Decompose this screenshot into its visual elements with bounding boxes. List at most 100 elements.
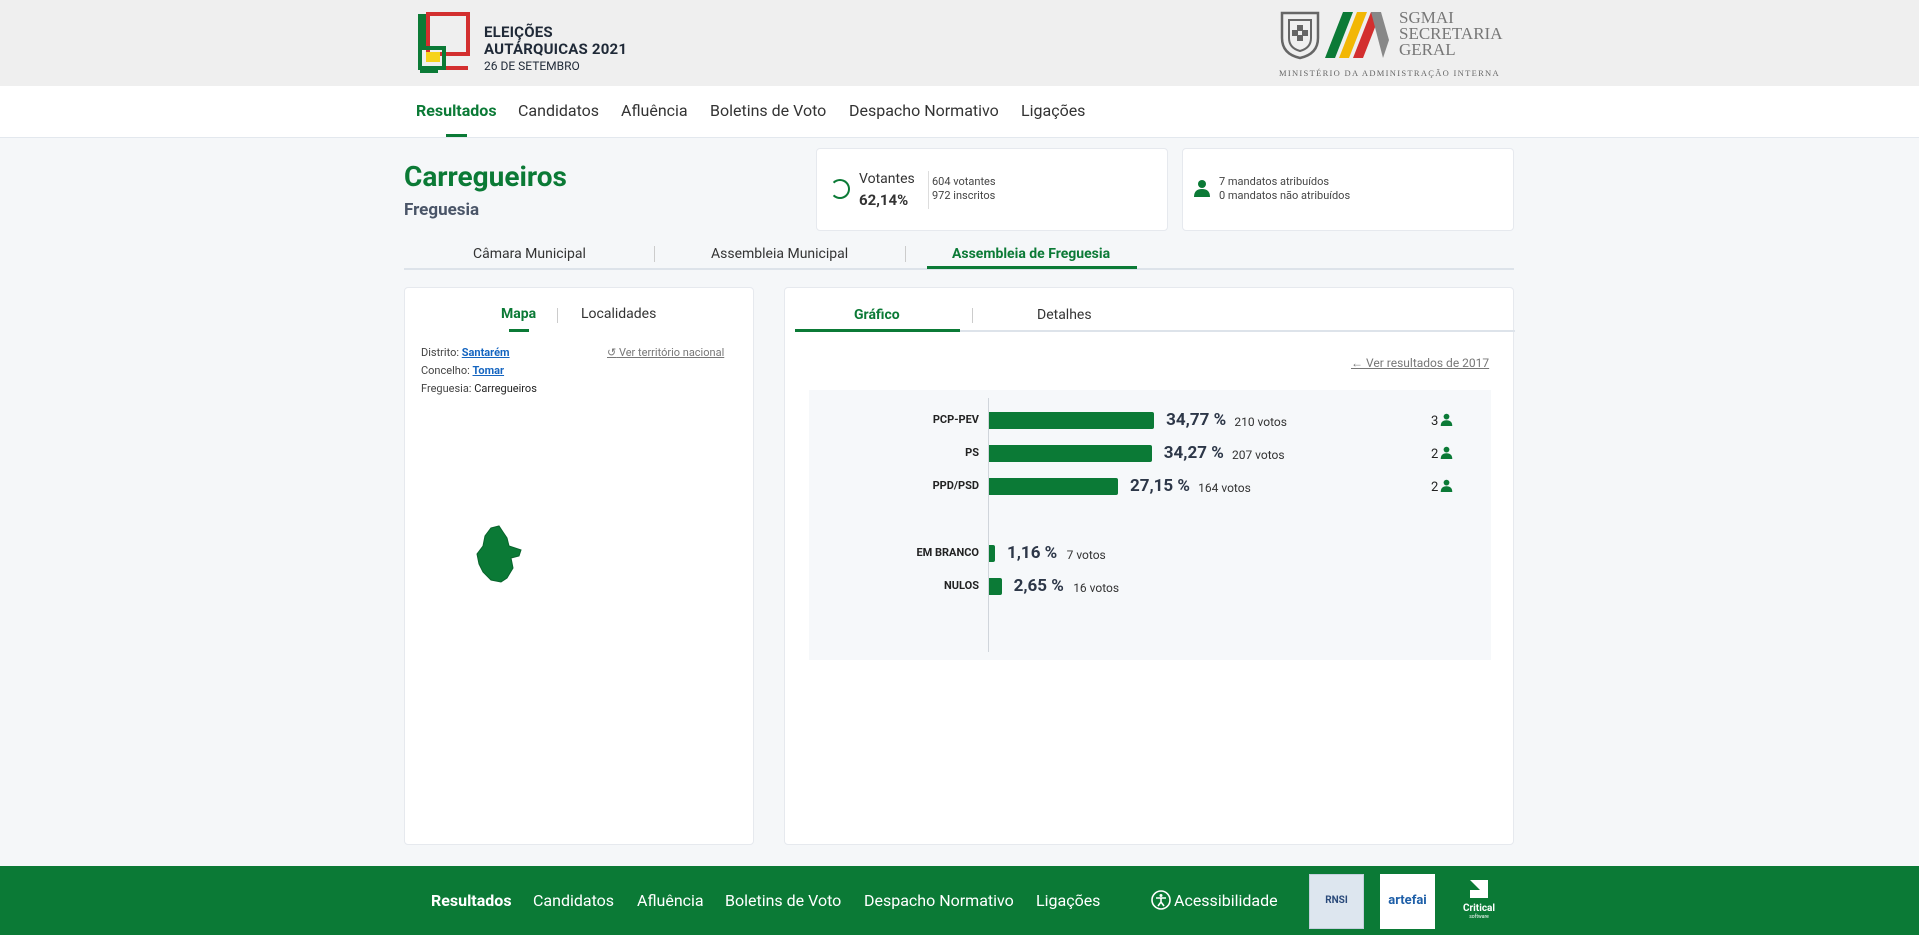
bar-label: EM BRANCO [916, 546, 979, 559]
sgmai-logo[interactable]: SGMAI SECRETARIA GERAL MINISTÉRIO DA ADM… [1279, 8, 1511, 80]
tab-active-indicator [795, 329, 960, 332]
turnout-card: Votantes 62,14% 604 votantes 972 inscrit… [816, 148, 1168, 231]
nav-boletins[interactable]: Boletins de Voto [710, 101, 827, 120]
freguesia-label: Freguesia: [421, 382, 472, 395]
national-territory-label: Ver território nacional [618, 346, 725, 359]
nav-active-indicator [446, 134, 467, 137]
critical-sub-text: software [1469, 914, 1489, 920]
bar-votes: 210 votos [1234, 415, 1287, 429]
footer-nav-afluencia[interactable]: Afluência [637, 891, 704, 910]
mandates-number: 2 [1431, 480, 1439, 495]
mandates-assigned: 7 mandatos atribuídos [1219, 175, 1330, 188]
distrito-row: Distrito: Santarém [421, 346, 510, 359]
tab-separator [654, 246, 655, 262]
bar-percentage: 27,15 % [1129, 476, 1190, 496]
tab-detalhes[interactable]: Detalhes [1037, 307, 1092, 323]
header: ELEIÇÕES AUTÁRQUICAS 2021 26 DE SETEMBRO… [0, 0, 1919, 86]
critical-logo-icon [1470, 880, 1488, 898]
turnout-ring-icon [830, 179, 850, 199]
chart-axis [988, 398, 989, 652]
accessibility-icon[interactable] [1151, 890, 1171, 910]
person-icon [1441, 413, 1453, 426]
footer-nav-boletins[interactable]: Boletins de Voto [725, 891, 842, 910]
concelho-link[interactable]: Tomar [472, 364, 505, 377]
tab-camara-municipal[interactable]: Câmara Municipal [473, 246, 586, 262]
sgmai-line-1: SGMAI [1399, 8, 1454, 27]
page-title: Carregueiros [404, 160, 567, 193]
turnout-label: Votantes [859, 171, 915, 187]
sgmai-text: SGMAI SECRETARIA GERAL [1399, 8, 1503, 58]
bar-percentage: 1,16 % [1007, 543, 1058, 563]
nav-afluencia[interactable]: Afluência [621, 101, 688, 120]
bar-votes: 16 votos [1073, 581, 1120, 595]
undo-icon: ↺ [607, 346, 617, 359]
concelho-row: Concelho: Tomar [421, 364, 504, 377]
mandates-count: 3 [1431, 413, 1453, 429]
freguesia-value: Carregueiros [474, 382, 537, 395]
bar-label: PS [965, 446, 979, 459]
national-territory-link[interactable]: ↺ Ver território nacional [607, 346, 724, 359]
sgmai-m-icon [1325, 12, 1389, 58]
bar-label: NULOS [944, 579, 979, 592]
artefai-logo[interactable]: artefai [1380, 874, 1435, 929]
results-2017-link[interactable]: ← Ver resultados de 2017 [1351, 356, 1489, 370]
arrow-left-icon: ← [1351, 356, 1363, 370]
critical-software-logo[interactable]: Critical software [1454, 880, 1504, 930]
tab-active-indicator [509, 329, 529, 332]
elections-title: ELEIÇÕES AUTÁRQUICAS 2021 26 DE SETEMBRO [484, 24, 627, 75]
bar[interactable] [989, 478, 1118, 495]
bar-votes: 7 votos [1066, 548, 1106, 562]
elections-logo-icon[interactable] [416, 12, 472, 74]
freguesia-row: Freguesia: Carregueiros [421, 382, 537, 395]
critical-text: Critical [1462, 903, 1496, 914]
turnout-percentage: 62,14% [859, 191, 909, 209]
results-panel: Gráfico Detalhes ← Ver resultados de 201… [784, 287, 1515, 845]
tab-localidades[interactable]: Localidades [581, 306, 657, 322]
bar-label: PPD/PSD [932, 479, 979, 492]
mandates-count: 2 [1431, 479, 1453, 495]
sgmai-line-2: SECRETARIA [1399, 24, 1503, 43]
rnsi-logo[interactable]: RNSI [1309, 874, 1364, 929]
tab-assembleia-municipal[interactable]: Assembleia Municipal [711, 246, 849, 262]
results-2017-label: Ver resultados de 2017 [1365, 356, 1490, 370]
footer-nav-resultados[interactable]: Resultados [431, 891, 512, 910]
rnsi-text: RNSI [1325, 895, 1348, 906]
tab-active-indicator [927, 266, 1137, 269]
mandates-number: 2 [1431, 447, 1439, 462]
bar-votes: 207 votos [1231, 448, 1285, 462]
bar-label: PCP-PEV [932, 413, 979, 426]
tab-assembleia-freguesia[interactable]: Assembleia de Freguesia [952, 246, 1111, 262]
bar[interactable] [989, 412, 1155, 429]
bar-percentage: 34,27 % [1163, 443, 1224, 463]
tab-grafico[interactable]: Gráfico [854, 307, 900, 323]
distrito-label: Distrito: [421, 346, 460, 359]
bar[interactable] [989, 545, 995, 562]
page-subtitle: Freguesia [404, 200, 480, 220]
footer-accessibility[interactable]: Acessibilidade [1174, 891, 1278, 910]
person-icon [1441, 479, 1453, 492]
mandates-unassigned: 0 mandatos não atribuídos [1219, 189, 1351, 202]
nav-ligacoes[interactable]: Ligações [1021, 101, 1086, 120]
footer-nav-ligacoes[interactable]: Ligações [1036, 891, 1101, 910]
nav-despacho[interactable]: Despacho Normativo [849, 101, 999, 120]
bar-percentage: 34,77 % [1166, 410, 1227, 430]
parish-map-shape[interactable] [475, 524, 535, 586]
tab-separator [905, 246, 906, 262]
bar[interactable] [989, 445, 1152, 462]
tab-mapa[interactable]: Mapa [501, 306, 537, 322]
registered-count: 972 inscritos [932, 189, 996, 202]
election-type-tabs: Câmara Municipal Assembleia Municipal As… [404, 238, 1514, 270]
footer-nav-despacho[interactable]: Despacho Normativo [864, 891, 1014, 910]
concelho-label: Concelho: [421, 364, 470, 377]
tab-separator [972, 308, 973, 323]
footer: Resultados Candidatos Afluência Boletins… [0, 866, 1919, 935]
distrito-link[interactable]: Santarém [461, 346, 510, 359]
mandates-count: 2 [1431, 446, 1453, 462]
divider [928, 171, 929, 209]
bar[interactable] [989, 578, 1002, 595]
footer-nav-candidatos[interactable]: Candidatos [533, 891, 615, 910]
nav-resultados[interactable]: Resultados [416, 101, 497, 120]
mandates-number: 3 [1431, 414, 1439, 429]
nav-candidatos[interactable]: Candidatos [518, 101, 600, 120]
person-icon [1194, 180, 1210, 197]
